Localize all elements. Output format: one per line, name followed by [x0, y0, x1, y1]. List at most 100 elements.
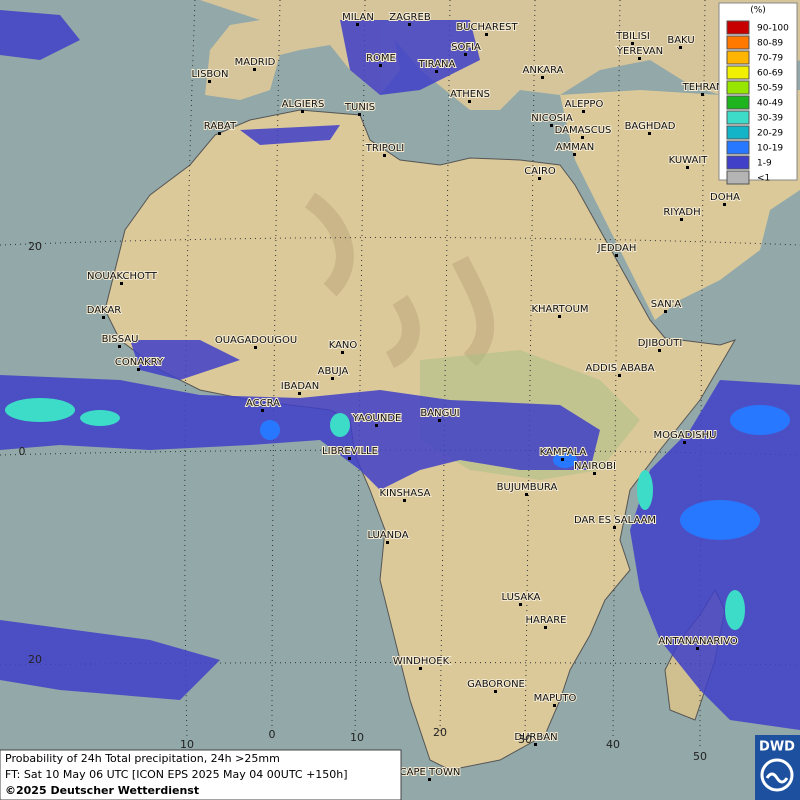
logo-wave — [765, 772, 789, 784]
caption-line: Probability of 24h Total precipitation, … — [5, 752, 280, 765]
city-marker — [550, 124, 553, 127]
caption-line: ©2025 Deutscher Wetterdienst — [5, 784, 199, 797]
city-marker — [468, 100, 471, 103]
city-marker — [438, 419, 441, 422]
city-marker — [494, 690, 497, 693]
city-label: CAIRO — [524, 166, 556, 177]
city-label: LISBON — [192, 69, 229, 80]
city-label: TRIPOLI — [365, 143, 404, 154]
city-label: ALGIERS — [282, 99, 325, 110]
legend-label: <1 — [757, 174, 770, 184]
city-marker — [519, 603, 522, 606]
city-label: TUNIS — [344, 102, 375, 113]
city-label: ATHENS — [450, 89, 490, 100]
city-label: KANO — [329, 340, 358, 351]
city-label: CONAKRY — [115, 357, 164, 368]
legend-swatch — [726, 80, 750, 95]
city-marker — [696, 647, 699, 650]
legend-label: 1-9 — [757, 159, 772, 169]
city-label: BANGUI — [420, 408, 459, 419]
legend-swatch — [726, 110, 750, 125]
city-label: RABAT — [204, 121, 237, 132]
city-label: KAMPALA — [540, 447, 587, 458]
city-label: ALEPPO — [565, 99, 604, 110]
precipitation-mid — [260, 405, 790, 540]
city-label: BAGHDAD — [625, 121, 676, 132]
grid-label: 20 — [28, 653, 42, 666]
city-marker — [464, 53, 467, 56]
city-marker — [375, 424, 378, 427]
city-label: CAPE TOWN — [400, 767, 461, 778]
caption-box — [0, 749, 402, 800]
city-marker — [208, 80, 211, 83]
city-marker — [348, 457, 351, 460]
legend-swatch — [726, 170, 750, 185]
city-label: ANTANANARIVO — [658, 636, 738, 647]
city-marker — [118, 345, 121, 348]
city-marker — [658, 349, 661, 352]
city-marker — [593, 472, 596, 475]
city-label: MILAN — [342, 12, 374, 23]
legend-label: 40-49 — [757, 99, 783, 109]
city-label: LUSAKA — [502, 592, 541, 603]
city-marker — [679, 46, 682, 49]
city-label: BUJUMBURA — [497, 482, 558, 493]
city-label: DAR ES SALAAM — [574, 515, 656, 526]
city-label: MAPUTO — [534, 693, 577, 704]
legend-swatch — [726, 155, 750, 170]
city-label: BAKU — [667, 35, 694, 46]
city-label: MOGADISHU — [654, 430, 717, 441]
city-marker — [428, 778, 431, 781]
city-marker — [419, 667, 422, 670]
grid-labels: 20 0 20 10 0 10 20 30 40 50 — [19, 240, 708, 763]
city-label: ZAGREB — [389, 12, 431, 23]
city-marker — [403, 499, 406, 502]
logo-text: DWD — [759, 740, 795, 755]
city-label: ANKARA — [523, 65, 564, 76]
city-label: MADRID — [235, 57, 276, 68]
city-label: DURBAN — [514, 732, 557, 743]
legend-swatch — [726, 125, 750, 140]
city-marker — [408, 23, 411, 26]
city-label: TBILISI — [615, 31, 650, 42]
legend-swatch — [726, 140, 750, 155]
logo: DWD — [755, 735, 800, 800]
grid-label: 20 — [28, 240, 42, 253]
city-label: SAN'A — [651, 299, 682, 310]
city-label: LIBREVILLE — [322, 446, 378, 457]
caption: Probability of 24h Total precipitation, … — [0, 749, 402, 800]
city-marker — [218, 132, 221, 135]
legend-label: 60-69 — [757, 69, 783, 79]
city-label: GABORONE — [467, 679, 525, 690]
city-label: KUWAIT — [669, 155, 709, 166]
legend-swatch — [726, 95, 750, 110]
grid-label: 10 — [180, 738, 194, 751]
city-marker — [573, 153, 576, 156]
city-marker — [631, 42, 634, 45]
city-label: WINDHOEK — [393, 656, 450, 667]
grid-label: 10 — [350, 731, 364, 744]
city-marker — [723, 203, 726, 206]
grid-label: 0 — [269, 728, 276, 741]
city-labels: MILAN ZAGREB BUCHAREST SOFIA ROME TIRANA MADRI… — [86, 11, 741, 781]
city-label: TEHRAN — [682, 82, 724, 93]
city-marker — [638, 57, 641, 60]
city-label: OUAGADOUGOU — [215, 335, 297, 346]
city-marker — [553, 704, 556, 707]
city-marker — [435, 70, 438, 73]
precipitation-high — [5, 398, 745, 630]
city-marker — [383, 154, 386, 157]
city-marker — [253, 68, 256, 71]
legend-rows: 90-100 80-89 70-79 60-69 50-59 40-49 30-39 20-2… — [726, 20, 789, 185]
legend-label: 20-29 — [757, 129, 783, 139]
city-label: ACCRA — [246, 398, 280, 409]
city-label: NOUAKCHOTT — [87, 271, 158, 282]
city-label: KHARTOUM — [531, 304, 588, 315]
city-marker — [686, 166, 689, 169]
city-marker — [541, 76, 544, 79]
city-marker — [137, 368, 140, 371]
city-label: ABUJA — [318, 366, 349, 377]
city-marker — [648, 132, 651, 135]
grid-label: 50 — [693, 750, 707, 763]
